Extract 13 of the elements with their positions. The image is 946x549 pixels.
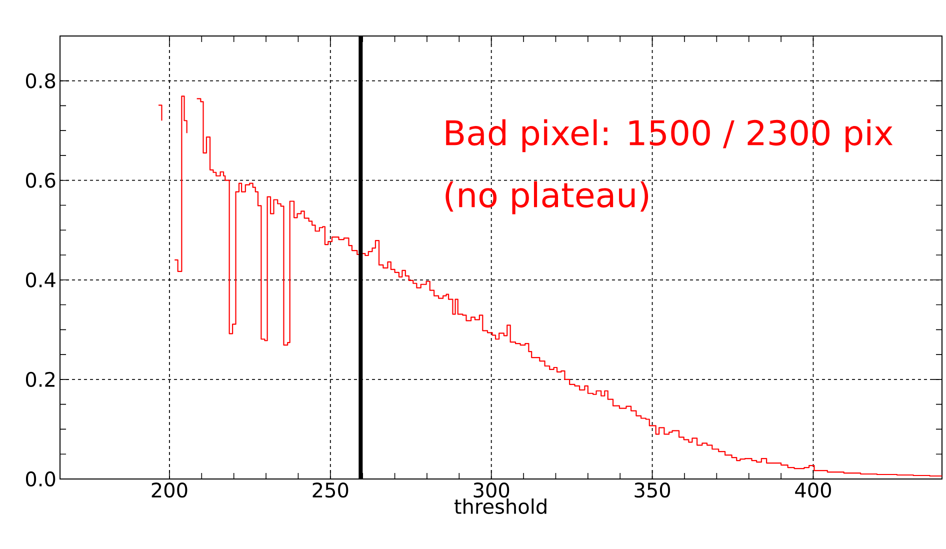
y-tick-label: 0.6 <box>26 172 56 188</box>
y-tick-label: 0.0 <box>26 471 56 487</box>
x-tick-label: 350 <box>634 482 670 498</box>
x-tick-label: 400 <box>795 482 831 498</box>
x-axis-title: threshold <box>454 498 546 514</box>
x-tick-label: 300 <box>474 482 510 498</box>
y-tick-label: 0.4 <box>26 272 56 288</box>
x-tick-label: 200 <box>152 482 188 498</box>
y-tick-label: 0.2 <box>26 372 54 387</box>
annotation: (no plateau) <box>446 181 648 214</box>
y-tick-label: 0.8 <box>26 73 56 88</box>
x-tick-label: 250 <box>312 482 348 498</box>
annotation: Bad pixel: 1500 / 2300 pix <box>446 119 893 152</box>
